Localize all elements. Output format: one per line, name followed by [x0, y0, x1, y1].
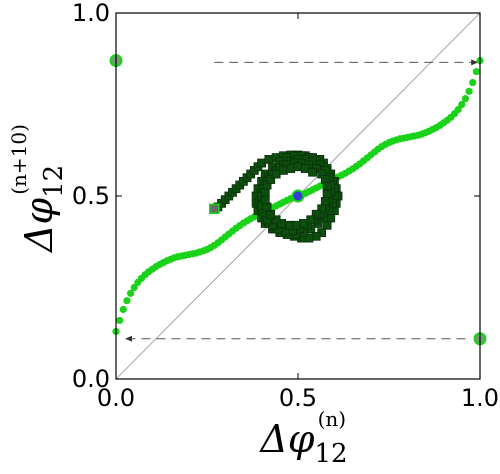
axes: 0.0 0.5 1.0 0.0 0.5 1.0 [72, 0, 499, 412]
x-tick-label-2: 1.0 [461, 384, 499, 412]
series-1-point-12 [257, 158, 267, 168]
series-0-point-97 [465, 87, 473, 95]
series-0-point-94 [454, 106, 462, 114]
y-axis-label-superscript: (n+10) [7, 124, 31, 195]
series-0-point-2 [119, 305, 127, 314]
series-1-point-133 [300, 164, 310, 173]
series-1-point-30 [322, 220, 332, 230]
series-1-point-118 [299, 219, 308, 228]
series-1-point-112 [322, 182, 332, 192]
series-1-point-120 [284, 220, 294, 230]
series-1-point-111 [320, 175, 330, 184]
y-tick-label-0: 0.0 [72, 365, 110, 393]
series-4-point-0 [209, 203, 220, 215]
series-1-point-132 [293, 162, 303, 172]
series-1-point-115 [317, 204, 327, 214]
series-0-point-98 [469, 78, 477, 87]
series-1-point-117 [306, 215, 316, 225]
series-1-point-125 [260, 195, 270, 205]
series-1-point-119 [291, 220, 301, 230]
x-axis-label-subscript: 12 [314, 439, 347, 469]
x-axis-label: Δφ12 (n) [258, 407, 347, 469]
series-1-point-128 [266, 175, 276, 184]
series-1-point-29 [326, 213, 336, 223]
series-0-point-4 [126, 289, 135, 297]
series-1-point-131 [286, 164, 296, 173]
series-1-point-113 [322, 189, 332, 199]
series-1-point-130 [279, 165, 288, 175]
y-axis-label-subscript: 12 [39, 165, 69, 198]
series-0-point-99 [472, 67, 480, 76]
series-0-point-5 [130, 283, 138, 292]
series-0-point-3 [123, 297, 131, 305]
series-1-point-123 [266, 209, 276, 219]
series-1-point-134 [308, 167, 317, 177]
series-1-point-122 [271, 215, 281, 225]
series-0-point-1 [116, 316, 124, 325]
series-1-point-124 [262, 202, 272, 212]
x-tick-label-0: 0.0 [97, 384, 135, 412]
series-0-point-96 [461, 95, 470, 103]
axis-labels: Δφ12(n) Δφ12(n+10) [7, 124, 348, 469]
series-2-point-0 [291, 189, 305, 203]
series-1-point-126 [260, 187, 270, 197]
series-1-point-116 [311, 209, 321, 219]
series-1-point-114 [320, 197, 330, 206]
y-tick-label-1: 0.5 [72, 182, 110, 210]
y-axis-label-base: Δφ [17, 197, 61, 253]
y-tick-label-2: 1.0 [72, 0, 110, 27]
x-axis-label-superscript: (n) [318, 407, 347, 431]
series-1-point-13 [264, 154, 274, 164]
data-marks [109, 54, 487, 346]
x-axis-label-base: Δφ [258, 417, 314, 461]
y-axis-label: Δφ12 (n+10) [7, 124, 69, 254]
series-0-point-95 [458, 100, 466, 109]
series-1-point-32 [311, 231, 321, 241]
x-tick-label-1: 0.5 [279, 384, 317, 412]
series-1-point-129 [271, 169, 281, 179]
